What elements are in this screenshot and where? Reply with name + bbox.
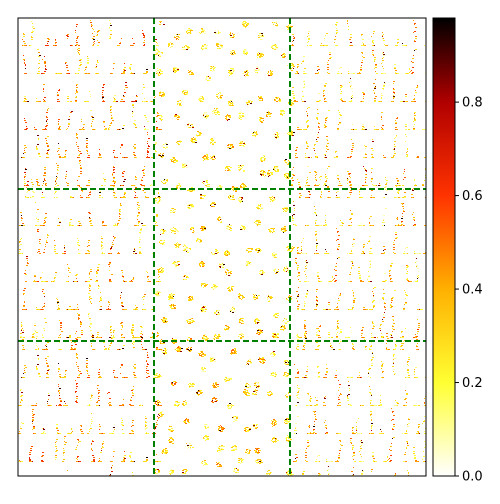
colorbar-ticks: 0.0 0.2 0.4 0.6 0.8: [455, 96, 483, 485]
plot-frame: [17, 17, 427, 477]
colorbar: 0.0 0.2 0.4 0.6 0.8: [432, 17, 483, 485]
colorbar-tick-label: 0.4: [462, 283, 483, 298]
colorbar-gradient: [432, 17, 456, 477]
heatmap-pixels: [18, 18, 426, 476]
colorbar-tick-label: 0.8: [462, 96, 483, 111]
heatmap-image: [18, 18, 426, 476]
colorbar-tick-label: 0.6: [462, 189, 483, 204]
colorbar-tick-label: 0.2: [462, 376, 483, 391]
panel-dividers: [18, 18, 426, 476]
colorbar-tick-label: 0.0: [462, 470, 483, 485]
